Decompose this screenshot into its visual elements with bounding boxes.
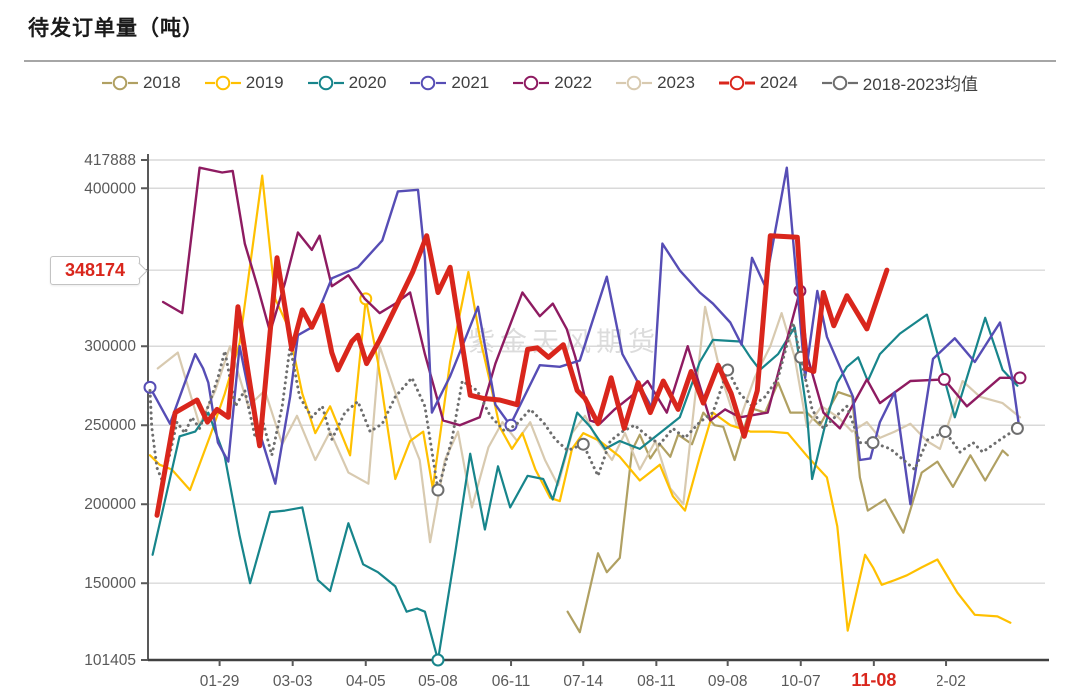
series-line-2024 xyxy=(154,233,890,518)
series-marker-2022 xyxy=(1013,371,1027,385)
legend-item-2018[interactable]: 2018 xyxy=(101,72,181,93)
page-title: 待发订单量（吨） xyxy=(28,17,204,40)
legend-item-2019[interactable]: 2019 xyxy=(204,72,284,93)
series-line-2018-2023均值 xyxy=(148,321,1019,492)
y-axis-label: 150000 xyxy=(84,575,136,592)
legend-marker-2022 xyxy=(513,75,550,90)
series-marker-2018-2023均值 xyxy=(431,483,445,497)
legend-item-2021[interactable]: 2021 xyxy=(410,73,489,93)
y-axis-label: 200000 xyxy=(84,496,136,513)
legend-marker-2018-2023均值 xyxy=(821,75,858,90)
legend: 2018 2019 2020 2021 2022 2023 2024 2018-2023均值 xyxy=(0,70,1080,95)
x-axis-label: 04-05 xyxy=(346,673,386,690)
x-axis-label: 10-07 xyxy=(781,673,821,690)
legend-marker-2019 xyxy=(204,75,241,90)
series-marker-2018-2023均值 xyxy=(1010,421,1024,435)
legend-label: 2018-2023均值 xyxy=(862,75,979,94)
series-marker-2018-2023均值 xyxy=(576,437,590,451)
legend-label: 2020 xyxy=(348,72,387,92)
legend-label: 2019 xyxy=(245,72,284,92)
legend-item-2023[interactable]: 2023 xyxy=(616,73,695,93)
legend-marker-2024 xyxy=(718,75,755,90)
y-axis-label: 400000 xyxy=(84,180,136,197)
series-line-2023 xyxy=(156,305,1022,544)
legend-marker-2021 xyxy=(410,75,447,90)
y-axis-label: 250000 xyxy=(84,417,136,434)
series-marker-2018-2023均值 xyxy=(866,436,880,450)
series-line-2021 xyxy=(148,166,1022,506)
legend-label: 2018 xyxy=(142,72,181,92)
legend-item-2018-2023均值[interactable]: 2018-2023均值 xyxy=(821,70,979,95)
legend-marker-2018 xyxy=(101,75,138,90)
x-axis-label: 09-08 xyxy=(708,673,748,690)
label-occlusion xyxy=(922,668,938,692)
series-line-2020 xyxy=(151,313,1019,662)
legend-item-2020[interactable]: 2020 xyxy=(307,72,387,93)
x-axis-label: 05-08 xyxy=(418,673,458,690)
series-marker-2018-2023均值 xyxy=(938,425,952,439)
y-axis-label: 417888 xyxy=(84,152,136,169)
legend-item-2024[interactable]: 2024 xyxy=(718,72,798,93)
series-marker-2021 xyxy=(504,418,518,432)
x-axis-label: 06-11 xyxy=(492,673,531,690)
x-axis-label: 01-29 xyxy=(200,673,240,690)
series-marker-2022 xyxy=(937,372,951,386)
legend-label: 2022 xyxy=(554,72,593,92)
legend-label: 2024 xyxy=(759,72,798,92)
current-value-label: 348174 xyxy=(64,260,126,281)
series-line-2022 xyxy=(161,166,1022,430)
x-axis-label: 03-03 xyxy=(273,673,313,690)
series-line-2018 xyxy=(566,381,1009,634)
legend-label: 2023 xyxy=(657,72,695,92)
legend-marker-2020 xyxy=(307,75,344,90)
series-line-2019 xyxy=(148,174,1012,632)
series-marker-2020 xyxy=(431,653,445,667)
x-axis-label: 08-11 xyxy=(637,673,676,690)
legend-marker-2023 xyxy=(616,75,653,90)
series-marker-2021 xyxy=(143,380,157,394)
x-axis-label: 11-08 xyxy=(851,670,896,690)
current-value-badge: 348174 xyxy=(50,256,148,286)
y-axis-label: 300000 xyxy=(84,338,136,355)
title-divider xyxy=(24,60,1056,62)
legend-item-2022[interactable]: 2022 xyxy=(513,73,592,93)
x-axis-label: 07-14 xyxy=(563,673,603,690)
legend-label: 2021 xyxy=(451,72,490,92)
y-axis-label: 101405 xyxy=(84,652,136,669)
